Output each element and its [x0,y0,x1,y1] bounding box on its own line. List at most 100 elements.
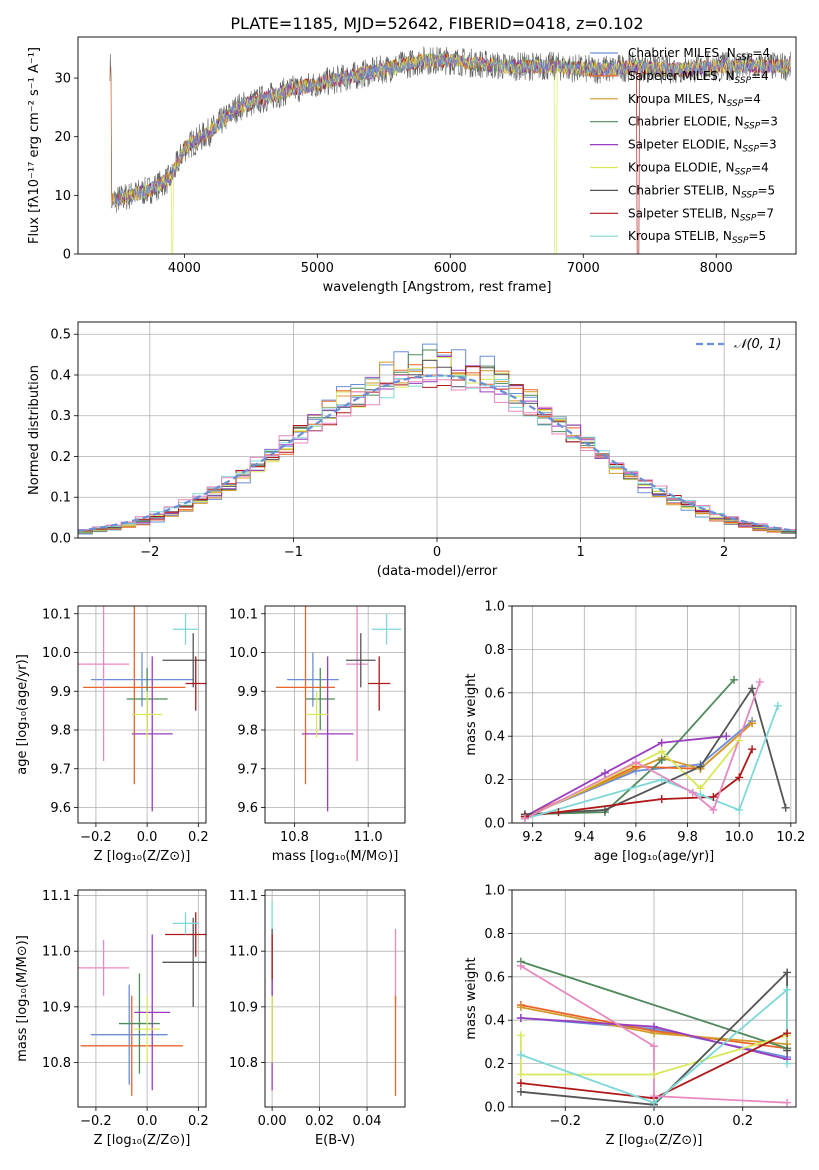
y-tick-label: 0.4 [50,368,71,383]
y-tick-label: 0.6 [484,970,505,985]
plot-area [271,901,397,1096]
x-tick-label: 0.0 [644,1114,665,1129]
plot-area [78,343,796,535]
series-marker [650,1022,658,1031]
y-tick-label: 10.0 [229,646,258,661]
x-tick-label: 0.2 [188,830,209,845]
axes-frame [77,889,207,1108]
series-line [524,739,740,820]
panel-age-vs-Z: −0.2 0.0 0.2 9.6 9.7 9.8 9.9 10.0 10.1 Z [log₁₀(Z… [15,605,209,864]
series-marker [650,1092,658,1101]
y-axis-label: mass [log₁₀(M/M⊙)] [15,935,30,1062]
series-marker [516,1070,525,1079]
x-tick-label: 9.8 [677,830,698,845]
series-marker [781,803,790,812]
series-line [524,679,735,816]
x-tick-label: −0.2 [80,1114,112,1129]
x-tick-label: 9.4 [574,830,595,845]
x-axis-label: wavelength [Angstrom, rest frame] [323,280,552,295]
series-marker [516,1014,525,1023]
y-tick-label: 9.9 [50,685,71,700]
plot-area [78,606,206,812]
x-tick-label: 0.04 [353,1114,382,1129]
x-tick-label: 0.02 [305,1114,334,1129]
x-tick-label: 0.2 [732,1114,753,1129]
legend-label: 𝒩(0, 1) [734,337,781,352]
series-marker [516,1003,525,1012]
legend-label: Kroupa STELIB, NSSP=5 [628,229,766,246]
legend-label: Chabrier ELODIE, NSSP=3 [628,115,778,132]
legend-label: Kroupa MILES, NSSP=4 [628,92,761,109]
y-tick-label: 30 [54,72,71,87]
x-tick-label: 0.0 [137,830,158,845]
x-tick-label: 8000 [700,261,733,276]
series-marker [735,773,744,782]
y-tick-label: 9.9 [237,685,258,700]
axes-frame [77,321,797,539]
x-tick-label: 4000 [168,261,201,276]
y-tick-label: 10.1 [229,607,258,622]
panel-age-vs-mass: 10.8 11.0 9.6 9.7 9.8 9.9 10.0 10.1 mass [log₁₀(… [229,605,406,864]
x-tick-label: 9.6 [626,830,647,845]
y-tick-label: 9.8 [50,724,71,739]
y-tick-label: 11.0 [42,945,71,960]
y-tick-label: 0.8 [484,643,505,658]
series-marker [696,790,705,799]
x-axis-label: Z [log₁₀(Z/Z⊙)] [94,849,191,864]
panel-mass-weight-vs-age: 9.2 9.4 9.6 9.8 10.0 10.2 0.0 0.2 0.4 0.6 0.8 1.0 ag… [464,600,805,865]
plot-area [524,679,787,820]
y-tick-label: 0.5 [50,328,71,343]
panel-mass-vs-EBV: 0.00 0.02 0.04 10.8 10.9 11.0 11.1 E(B-V) [229,889,406,1148]
series-line [524,722,753,818]
y-tick-label: 9.8 [237,724,258,739]
spectrum-line [113,52,792,208]
series-marker [516,1079,525,1088]
panel-mass-weight-vs-Z: −0.2 0.0 0.2 0.0 0.2 0.4 0.6 0.8 1.0 Z [log₁₀(Z/Z… [464,884,797,1148]
series-marker [735,805,744,814]
series-marker [709,805,718,814]
x-axis-label: age [log₁₀(age/yr)] [594,849,715,864]
y-tick-label: 0 [63,248,71,263]
series-marker [657,756,666,765]
series-marker [748,684,757,693]
series-marker [516,1031,525,1040]
y-tick-label: 9.6 [50,801,71,816]
series-marker [730,675,739,684]
series-marker [657,795,666,804]
y-tick-label: 0.0 [484,817,505,832]
series-marker [783,985,792,994]
x-tick-label: 0.0 [137,1114,158,1129]
legend-label: Kroupa ELODIE, NSSP=4 [628,161,769,178]
x-tick-label: 10.8 [280,830,309,845]
y-tick-label: 9.7 [237,762,258,777]
series-marker [748,719,757,728]
y-tick-label: 10.9 [229,1000,258,1015]
x-tick-label: −2 [140,545,159,560]
series-line [520,960,788,1050]
series-marker [773,701,782,710]
x-tick-label: 6000 [434,261,467,276]
x-axis-label: mass [log₁₀(M/M⊙)] [272,849,399,864]
y-tick-label: 0.8 [484,927,505,942]
series-marker [516,961,525,970]
y-axis-label: mass weight [464,673,479,755]
plot-area [109,46,792,254]
y-tick-label: 0.4 [484,1014,505,1029]
y-tick-label: 0.0 [484,1101,505,1116]
x-tick-label: 10.2 [776,830,805,845]
series-marker [600,769,609,778]
y-tick-label: 20 [54,130,71,145]
legend-label: Chabrier STELIB, NSSP=5 [628,183,775,200]
y-tick-label: 10.8 [229,1056,258,1071]
series-marker [783,1059,792,1068]
y-axis-label: age [log₁₀(age/yr)] [15,654,30,775]
y-tick-label: 0.6 [484,686,505,701]
x-tick-label: 0.00 [258,1114,287,1129]
y-tick-label: 10.8 [42,1056,71,1071]
series-marker [783,1046,792,1055]
series-marker [516,1050,525,1059]
series-marker [783,1098,792,1107]
series-marker [722,732,731,741]
y-tick-label: 11.0 [229,945,258,960]
